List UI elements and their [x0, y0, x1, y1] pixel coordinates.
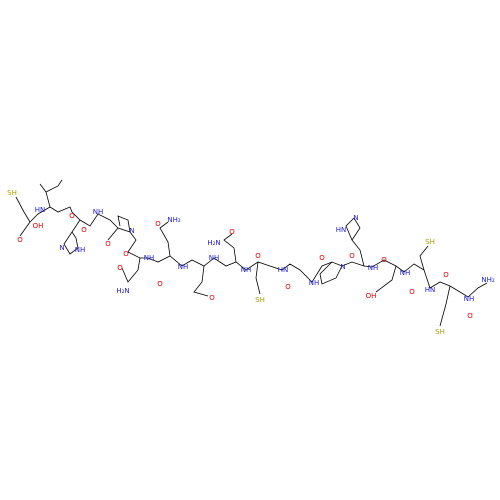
side-chain-bonds — [345, 217, 365, 267]
atom-label: O — [443, 271, 449, 279]
atom-label: O — [105, 240, 111, 248]
atom-label: SH — [435, 328, 445, 336]
atom-label: O — [319, 254, 325, 262]
side-chain-bonds — [39, 179, 63, 208]
atom-label: NH — [209, 254, 220, 262]
atom-label: HN — [278, 266, 289, 274]
side-chain-bonds — [193, 265, 209, 297]
atom-label: NH₂ — [481, 276, 495, 284]
atom-label: N — [129, 227, 134, 235]
atom-label: O — [69, 212, 75, 220]
atom-label: NH — [93, 208, 104, 216]
side-chain-bonds — [117, 215, 131, 233]
atom-label: NH — [75, 246, 86, 254]
atom-label: HN — [336, 226, 347, 234]
atom-label: O — [155, 220, 161, 228]
atom-label: N — [340, 263, 345, 271]
side-chain-bonds — [223, 233, 237, 263]
atom-label: HN — [425, 286, 436, 294]
atom-label: HN — [35, 206, 46, 214]
atom-labels: SH O OH HN O N NH O NH O N O H₂N O NH O … — [7, 189, 495, 336]
side-chain-bonds — [121, 257, 141, 283]
atom-label: NH — [309, 279, 320, 287]
atom-label: NH — [368, 264, 379, 272]
side-chain-bonds — [439, 285, 451, 327]
atom-label: H₂N — [116, 287, 129, 295]
atom-label: O — [285, 283, 291, 291]
atom-label: O — [229, 228, 235, 236]
atom-label: SH — [425, 238, 435, 246]
atom-label: O — [81, 226, 87, 234]
atom-label: NH — [464, 295, 475, 303]
atom-label: SH — [7, 189, 17, 197]
atom-label: O — [17, 236, 23, 244]
atom-label: O — [255, 252, 261, 260]
atom-label: NH — [241, 266, 252, 274]
atom-label: O — [117, 264, 123, 272]
side-chain-bonds — [159, 221, 171, 257]
side-chain-bonds — [255, 261, 261, 295]
atom-label: O — [381, 256, 387, 264]
atom-label: N — [353, 214, 358, 222]
atom-label: O — [409, 288, 415, 296]
atom-label: SH — [255, 296, 265, 304]
side-chain-bonds — [63, 219, 81, 255]
atom-label: O — [209, 294, 215, 302]
atom-label: OH — [366, 292, 377, 300]
atom-label: NH₂ — [167, 216, 181, 224]
atom-label: O — [157, 280, 163, 288]
atom-label: O — [123, 250, 129, 258]
side-chain-bonds — [419, 245, 429, 271]
atom-label: N — [59, 244, 64, 252]
side-chain-bonds — [319, 261, 343, 285]
backbone-bonds — [15, 196, 488, 298]
atom-label: O — [467, 312, 473, 320]
atom-label: NH — [178, 263, 189, 271]
atom-label: O — [349, 252, 355, 260]
atom-label: NH — [144, 254, 155, 262]
atom-label: H₂N — [207, 239, 220, 247]
atom-label: OH — [33, 222, 44, 230]
atom-label: NH — [400, 269, 411, 277]
side-chain-bonds — [375, 265, 397, 293]
